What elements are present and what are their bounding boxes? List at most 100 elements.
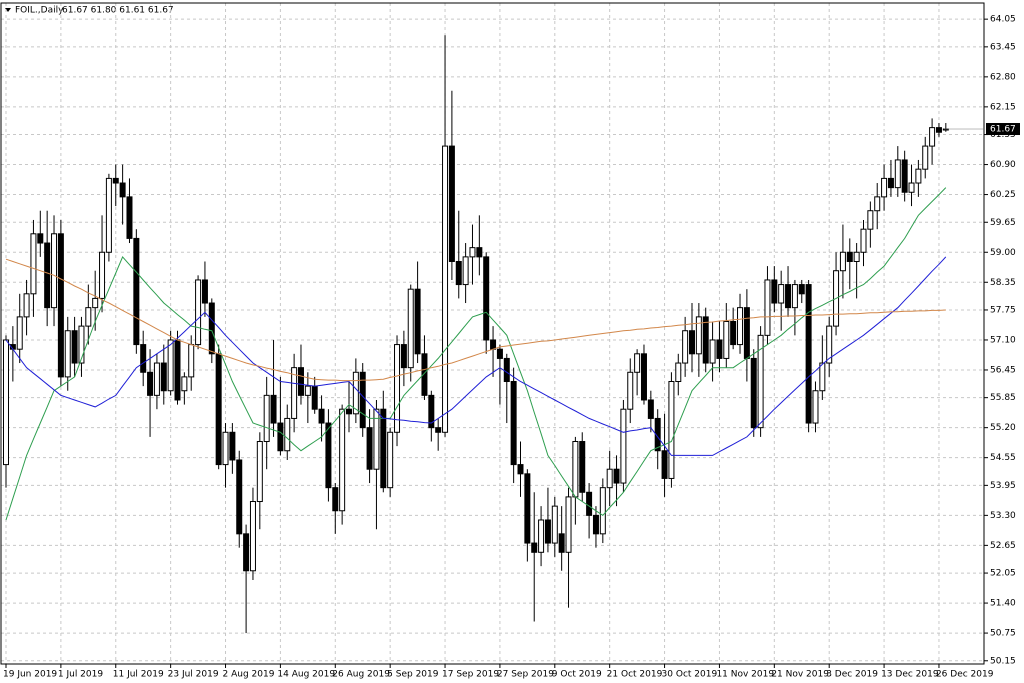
candle-body xyxy=(503,357,510,383)
candle-body xyxy=(85,307,92,327)
x-tick-label: 9 Oct 2019 xyxy=(552,670,602,680)
y-tick-label: 52.65 xyxy=(990,541,1016,551)
candle-body xyxy=(627,371,634,410)
candle-body xyxy=(675,362,682,383)
candle-body xyxy=(599,487,606,535)
x-tick-label: 5 Sep 2019 xyxy=(387,670,439,680)
candle-body xyxy=(606,468,613,489)
candle-body xyxy=(901,159,908,193)
candle-body xyxy=(133,237,140,346)
candle-body xyxy=(195,279,202,346)
candle-body xyxy=(270,394,277,424)
candle-body xyxy=(935,127,942,133)
candle-body xyxy=(654,417,661,452)
candle-body xyxy=(743,307,750,359)
y-tick-label: 58.35 xyxy=(990,278,1016,288)
y-tick-label: 60.25 xyxy=(990,190,1016,200)
candle-body xyxy=(469,247,476,258)
y-tick-label: 62.15 xyxy=(990,102,1016,112)
candle-body xyxy=(57,233,64,378)
candle-body xyxy=(407,288,414,369)
candle-body xyxy=(249,501,256,572)
x-tick-label: 21 Oct 2019 xyxy=(607,670,663,680)
candle-body xyxy=(229,431,236,461)
candle-body xyxy=(236,459,243,535)
candle-body xyxy=(400,344,407,369)
y-tick-label: 50.15 xyxy=(990,656,1016,666)
candle-body xyxy=(359,371,366,429)
candle-body xyxy=(592,514,599,535)
y-tick-label: 64.05 xyxy=(990,15,1016,25)
y-tick-label: 62.80 xyxy=(990,72,1016,82)
candle-body xyxy=(160,362,167,392)
candle-body xyxy=(881,177,888,198)
candle-body xyxy=(64,330,71,378)
candle-body xyxy=(812,390,819,424)
candle-body xyxy=(929,127,936,147)
candle-body xyxy=(284,417,291,452)
y-tick-label: 54.55 xyxy=(990,453,1016,463)
candle-body xyxy=(771,279,778,304)
candle-body xyxy=(764,279,771,336)
candle-body xyxy=(119,182,126,198)
candle-body xyxy=(435,427,442,433)
candle-body xyxy=(853,251,860,262)
candle-body xyxy=(71,330,78,364)
y-tick-label: 50.75 xyxy=(990,629,1016,639)
candle-body xyxy=(442,145,449,433)
x-tick-label: 2 Aug 2019 xyxy=(223,670,275,680)
candle-body xyxy=(167,339,174,392)
chart-subtitle: 61.67 61.80 61.61 61.67 xyxy=(62,6,174,16)
candle-body xyxy=(689,330,695,355)
candle-body xyxy=(586,491,593,516)
x-tick-label: 3 Dec 2019 xyxy=(826,670,878,680)
candle-body xyxy=(490,339,497,350)
candle-body xyxy=(702,316,709,364)
candle-body xyxy=(922,145,929,170)
candle-body xyxy=(634,353,641,373)
candle-body xyxy=(695,316,702,355)
y-tick-label: 61.55 xyxy=(990,130,1016,140)
candle-body xyxy=(304,385,311,396)
candle-body xyxy=(462,256,469,286)
candle-body xyxy=(394,344,401,433)
x-tick-label: 14 Aug 2019 xyxy=(277,670,335,680)
candle-body xyxy=(263,394,270,443)
candle-body xyxy=(778,284,785,304)
candle-body xyxy=(346,408,352,415)
y-tick-label: 60.90 xyxy=(990,160,1016,170)
x-tick-label: 27 Sep 2019 xyxy=(497,670,554,680)
y-tick-label: 57.10 xyxy=(990,335,1016,345)
candle-body xyxy=(243,533,250,572)
candle-body xyxy=(291,367,298,419)
candle-body xyxy=(839,251,846,272)
candle-body xyxy=(297,367,304,396)
candle-body xyxy=(140,344,147,373)
x-tick-label: 21 Nov 2019 xyxy=(771,670,829,680)
candle-body xyxy=(414,288,421,355)
candle-body xyxy=(531,542,538,553)
candle-body xyxy=(874,196,881,212)
moving-average xyxy=(5,187,947,521)
candle-body xyxy=(668,381,675,479)
candle-body xyxy=(105,177,112,253)
candle-body xyxy=(352,371,359,415)
candle-body xyxy=(538,519,545,553)
candle-body xyxy=(908,182,915,193)
candle-body xyxy=(860,228,867,253)
y-tick-label: 53.30 xyxy=(990,511,1016,521)
candle-body xyxy=(366,427,373,470)
candle-body xyxy=(174,339,181,401)
candle-body xyxy=(723,320,730,359)
candle-body xyxy=(819,362,826,392)
candle-body xyxy=(78,325,85,364)
x-tick-label: 30 Oct 2019 xyxy=(662,670,718,680)
x-tick-label: 11 Jul 2019 xyxy=(113,670,164,680)
candle-body xyxy=(44,242,51,309)
candle-body xyxy=(716,339,723,359)
candle-body xyxy=(16,316,23,350)
candle-body xyxy=(517,464,524,475)
